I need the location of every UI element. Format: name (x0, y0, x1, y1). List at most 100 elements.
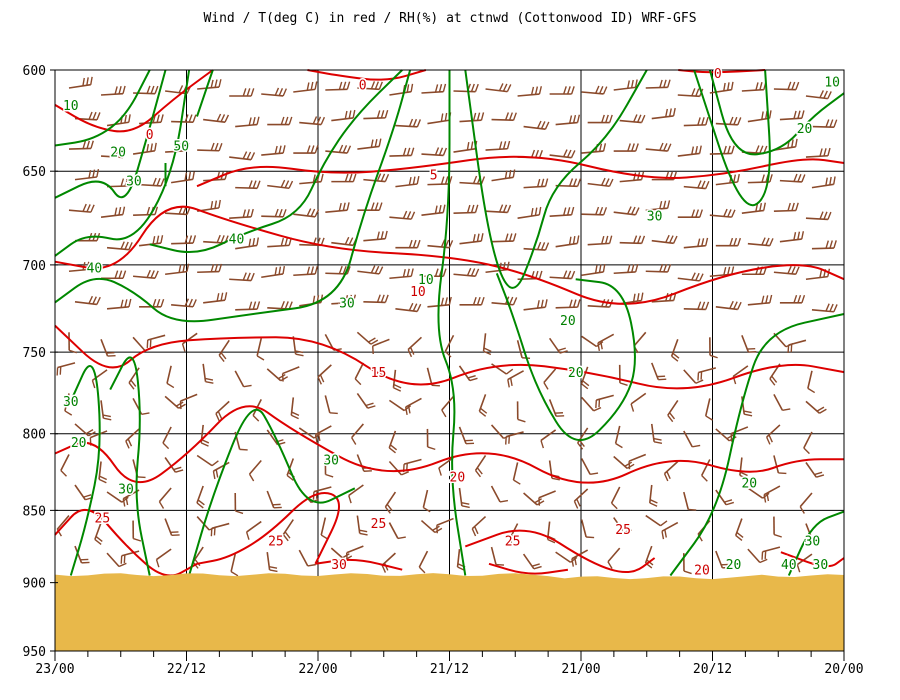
wind-barb-feather (381, 174, 384, 181)
wind-barb (550, 207, 574, 216)
wind-barb-feather (157, 236, 159, 244)
wind-barb (634, 332, 646, 353)
wind-barb-feather (379, 267, 382, 274)
wind-barb-feather (133, 539, 141, 541)
wind-barb-feather (285, 181, 288, 188)
wind-barb-feather (279, 88, 282, 95)
wind-barb (61, 454, 69, 476)
wind-barb (261, 266, 284, 277)
wind-barb-feather (251, 152, 254, 159)
wind-barb-staff (556, 552, 571, 562)
wind-barb-feather (834, 120, 837, 128)
wind-barb-feather (770, 174, 772, 182)
wind-barb-staff (235, 371, 243, 387)
wind-barb-feather (664, 143, 667, 150)
wind-barb (171, 235, 195, 243)
wind-barb (492, 112, 517, 120)
wind-barb-feather (798, 295, 801, 303)
wind-barb-feather (541, 300, 543, 308)
wind-barb-feather (432, 385, 440, 386)
wind-barb-feather (596, 86, 599, 93)
wind-barb-feather (642, 115, 645, 122)
wind-barb-feather (413, 240, 416, 248)
rh-contour (150, 70, 403, 252)
wind-barb-staff (684, 492, 688, 509)
wind-barb-staff (159, 488, 171, 502)
wind-barb-feather (539, 207, 540, 215)
wind-barb-feather (538, 179, 540, 187)
wind-barb (99, 461, 107, 482)
wind-barb-feather (505, 171, 506, 179)
wind-barb-feather (161, 114, 163, 122)
wind-barb-feather (249, 117, 251, 125)
wind-barb-feather (692, 147, 694, 155)
wind-barb-feather (477, 234, 479, 242)
wind-barb (395, 240, 420, 248)
wind-barb-feather (257, 356, 264, 360)
wind-barb-feather (828, 148, 830, 156)
rh-contour-label: 10 (418, 273, 434, 288)
wind-barb (804, 432, 812, 454)
wind-barb (710, 337, 718, 357)
rh-contour-label: 20 (71, 436, 87, 451)
wind-barb-feather (518, 419, 526, 421)
rh-contour-label: 10 (824, 76, 840, 91)
wind-barb-feather (439, 468, 441, 476)
wind-barb (460, 297, 485, 305)
wind-barb-feather (339, 266, 342, 274)
wind-barb-feather (574, 300, 576, 308)
wind-barb (764, 486, 780, 503)
wind-barb-feather (379, 139, 381, 147)
temperature-contour-label: 25 (371, 517, 387, 532)
wind-barb (183, 333, 198, 351)
x-tick-label: 22/12 (167, 662, 206, 677)
wind-barb (69, 77, 92, 88)
wind-barb-feather (539, 86, 541, 94)
wind-barb-feather (788, 82, 791, 90)
wind-barb-feather (826, 241, 828, 249)
wind-barb-feather (61, 471, 67, 477)
wind-barb-feather (482, 297, 485, 305)
wind-barb (762, 547, 780, 560)
wind-barb-feather (564, 271, 567, 278)
y-tick-label: 600 (23, 64, 46, 79)
wind-barb-feather (830, 177, 831, 185)
wind-barb-feather (461, 503, 469, 505)
wind-barb (710, 209, 735, 217)
wind-barb-feather (665, 530, 666, 538)
temperature-contour-label: 15 (371, 366, 387, 381)
wind-barb-feather (243, 152, 246, 159)
wind-barb (267, 301, 292, 309)
wind-barb-feather (506, 369, 512, 374)
wind-barb-feather (153, 178, 156, 185)
wind-barb-feather (161, 299, 164, 307)
wind-barb-staff (183, 333, 198, 343)
wind-barb-feather (534, 567, 542, 569)
wind-barb-feather (474, 297, 477, 305)
wind-barb-feather (696, 89, 699, 96)
wind-barb-feather (670, 109, 672, 117)
wind-barb (454, 141, 477, 152)
wind-barb-feather (371, 140, 373, 148)
wind-barb-feather (428, 447, 436, 449)
wind-barb (331, 174, 356, 182)
wind-barb-feather (221, 293, 223, 301)
wind-barb-feather (211, 143, 214, 151)
wind-barb (219, 340, 229, 361)
wind-barb-feather (564, 150, 567, 157)
wind-barb-feather (269, 567, 277, 569)
wind-barb-feather (564, 208, 566, 216)
wind-barb-feather (660, 201, 662, 209)
rh-contour-label: 30 (323, 453, 339, 468)
wind-barb-feather (724, 500, 732, 502)
wind-barb-feather (604, 87, 607, 94)
wind-barb (197, 143, 222, 151)
wind-barb-feather (216, 470, 217, 478)
wind-barb (389, 211, 414, 219)
wind-barb-feather (398, 537, 406, 538)
wind-barb-feather (307, 209, 310, 216)
wind-barb-feather (696, 210, 699, 218)
wind-barb-feather (281, 238, 283, 246)
wind-barb (460, 233, 483, 243)
wind-barb-staff (684, 370, 696, 383)
